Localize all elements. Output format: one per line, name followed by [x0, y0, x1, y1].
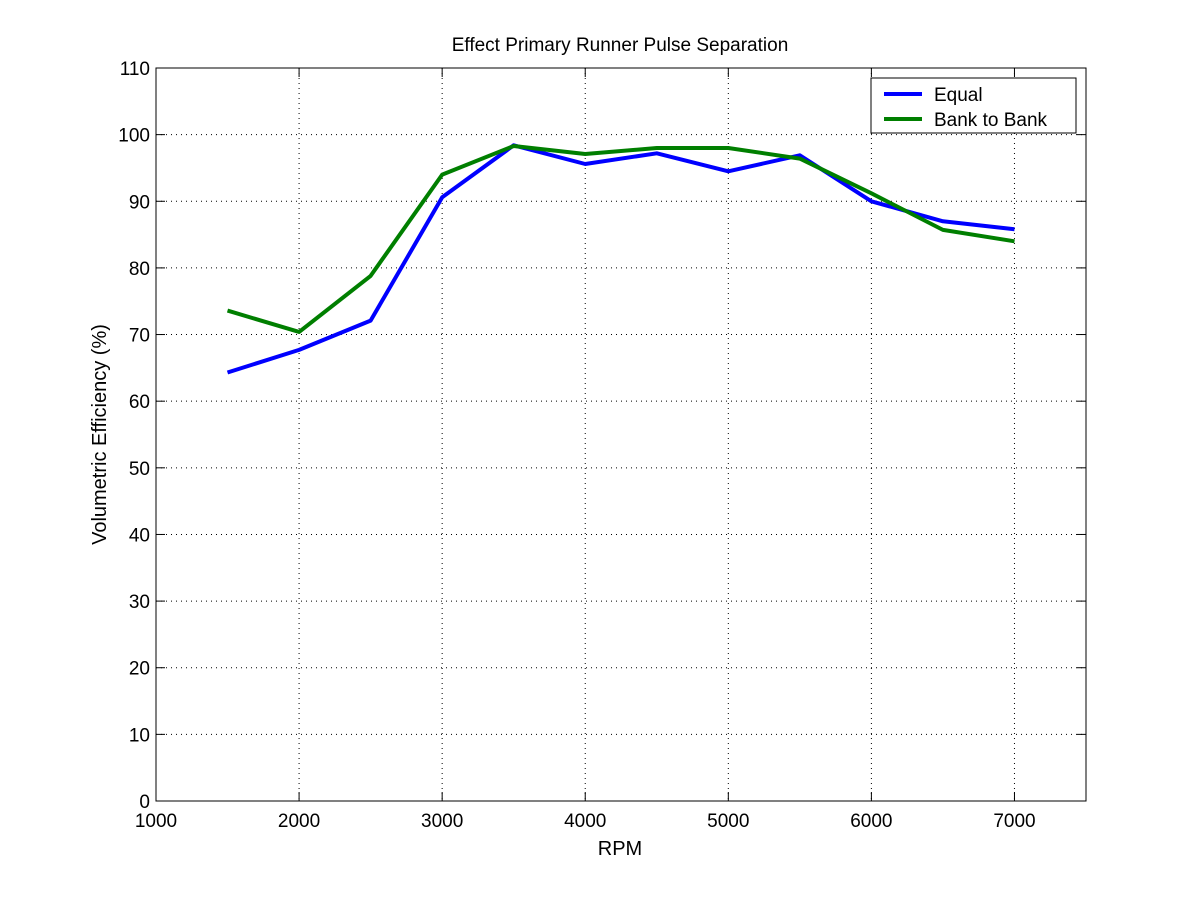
series-lines	[226, 143, 1015, 375]
legend: Equal Bank to Bank	[870, 77, 1077, 134]
y-tick-label: 100	[118, 126, 150, 147]
legend-label-equal: Equal	[934, 85, 983, 106]
y-tick-label: 80	[129, 259, 150, 280]
plot-area	[156, 68, 1086, 801]
y-tick-label: 70	[129, 326, 150, 347]
x-axis-label: RPM	[598, 838, 642, 860]
y-tick-label: 60	[129, 392, 150, 413]
y-tick-label: 90	[129, 192, 150, 213]
y-tick-labels: 0 10 20 30 40 50 60 70 80 90 100 110	[118, 59, 150, 813]
grid-lines	[156, 68, 1086, 801]
series-line-equal	[226, 143, 1015, 375]
y-tick-label: 10	[129, 725, 150, 746]
plot-frame	[155, 67, 1087, 802]
x-tick-label: 2000	[278, 811, 320, 832]
x-tick-label: 1000	[135, 811, 177, 832]
y-tick-label: 30	[129, 592, 150, 613]
x-tick-label: 7000	[993, 811, 1035, 832]
legend-box	[870, 77, 1077, 134]
legend-label-bank-to-bank: Bank to Bank	[934, 110, 1048, 131]
y-tick-label: 20	[129, 659, 150, 680]
y-tick-label: 0	[139, 792, 150, 813]
y-tick-label: 40	[129, 525, 150, 546]
x-tick-label: 4000	[564, 811, 606, 832]
x-tick-label: 6000	[850, 811, 892, 832]
y-tick-label: 110	[120, 59, 150, 80]
x-tick-labels: 1000 2000 3000 4000 5000 6000 7000	[135, 811, 1036, 832]
chart-title: Effect Primary Runner Pulse Separation	[452, 35, 789, 56]
x-tick-label: 5000	[707, 811, 749, 832]
y-tick-label: 50	[129, 459, 150, 480]
series-line-bank-to-bank	[226, 144, 1015, 334]
y-axis-label: Volumetric Efficiency (%)	[89, 324, 111, 545]
x-tick-label: 3000	[421, 811, 463, 832]
axis-ticks	[155, 67, 1086, 802]
